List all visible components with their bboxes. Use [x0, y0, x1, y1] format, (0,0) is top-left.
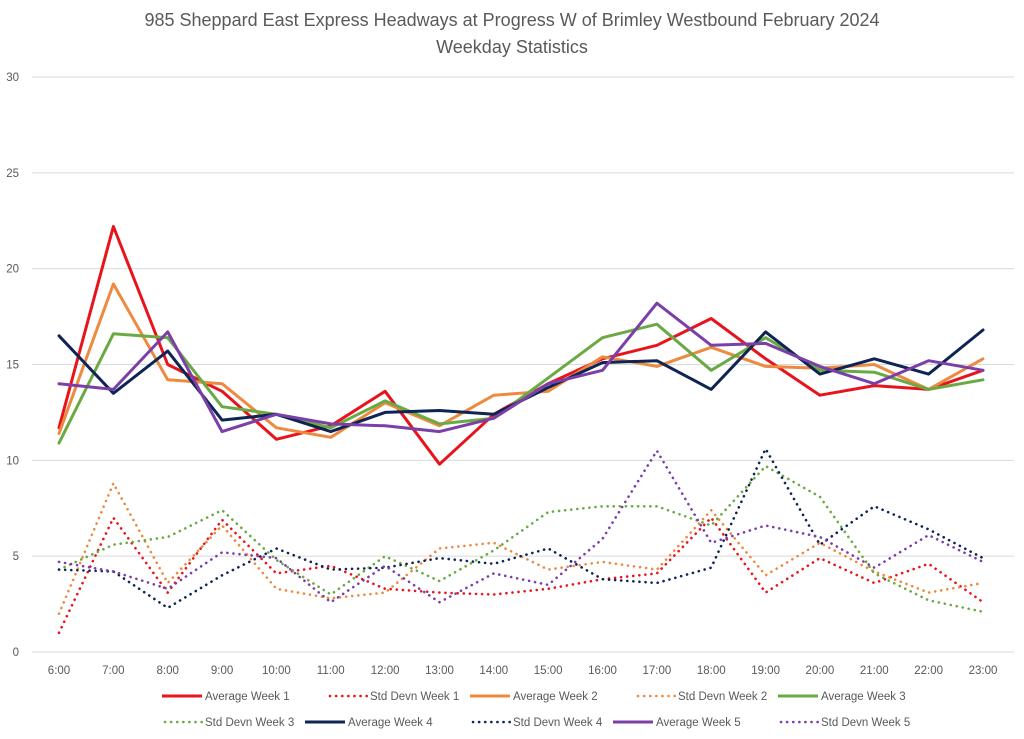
gridlines	[32, 76, 1014, 653]
series-std-devn-week-3	[57, 464, 985, 614]
y-axis-ticks: 0 5 10 15 20 25 30	[6, 72, 19, 659]
x-tick-label: 16:00	[588, 665, 617, 677]
legend-item: Average Week 5	[613, 717, 741, 729]
legend-item: Std Devn Week 5	[779, 717, 910, 729]
legend-label: Std Devn Week 3	[205, 717, 294, 729]
legend-label: Average Week 3	[821, 691, 906, 703]
series-average-week-1	[57, 225, 985, 466]
x-tick-label: 17:00	[642, 665, 671, 677]
series-std-devn-week-4	[57, 447, 985, 610]
x-tick-label: 10:00	[262, 665, 291, 677]
legend-label: Std Devn Week 5	[821, 717, 910, 729]
y-tick-label: 5	[13, 551, 19, 563]
legend-item: Std Devn Week 4	[471, 717, 603, 729]
x-tick-label: 8:00	[157, 665, 179, 677]
legend-label: Average Week 1	[205, 691, 290, 703]
legend-item: Average Week 4	[305, 717, 433, 729]
legend-label: Std Devn Week 1	[370, 691, 459, 703]
y-tick-label: 10	[6, 455, 19, 467]
x-tick-label: 7:00	[102, 665, 124, 677]
x-axis-ticks: 6:00 7:00 8:00 9:00 10:00 11:00 12:00 13:00 14:0…	[48, 665, 998, 677]
y-tick-label: 25	[6, 168, 19, 180]
x-tick-label: 15:00	[534, 665, 563, 677]
legend-item: Std Devn Week 3	[163, 717, 294, 729]
chart-subtitle: Weekday Statistics	[436, 37, 588, 57]
series-std-devn-week-5	[57, 449, 985, 604]
series-average-week-2	[57, 282, 985, 439]
x-tick-label: 11:00	[317, 665, 345, 677]
y-tick-label: 0	[13, 647, 19, 659]
legend-label: Average Week 4	[348, 717, 433, 729]
x-tick-label: 9:00	[211, 665, 233, 677]
legend-item: Average Week 2	[470, 691, 598, 703]
x-tick-label: 21:00	[860, 665, 889, 677]
y-tick-label: 20	[6, 264, 19, 276]
x-tick-label: 19:00	[751, 665, 780, 677]
x-tick-label: 23:00	[969, 665, 998, 677]
y-tick-label: 30	[6, 72, 19, 84]
legend-label: Std Devn Week 2	[678, 691, 767, 703]
chart-title: 985 Sheppard East Express Headways at Pr…	[144, 10, 879, 30]
legend-label: Average Week 5	[656, 717, 741, 729]
legend-item: Std Devn Week 2	[636, 691, 767, 703]
x-tick-label: 18:00	[697, 665, 726, 677]
legend-label: Std Devn Week 4	[513, 717, 603, 729]
series-std-devn-week-2	[57, 481, 985, 616]
x-tick-label: 13:00	[425, 665, 454, 677]
x-tick-label: 14:00	[479, 665, 508, 677]
x-tick-label: 6:00	[48, 665, 70, 677]
x-tick-label: 22:00	[914, 665, 943, 677]
series-average-week-5	[57, 301, 985, 434]
y-tick-label: 15	[6, 360, 19, 372]
legend-item: Average Week 1	[162, 691, 290, 703]
series-std-devn-week-1	[57, 516, 985, 635]
legend-label: Average Week 2	[513, 691, 598, 703]
legend-item: Average Week 3	[778, 691, 906, 703]
legend-item: Std Devn Week 1	[328, 691, 459, 703]
series-lines	[57, 225, 985, 635]
x-tick-label: 20:00	[806, 665, 835, 677]
legend: Average Week 1 Std Devn Week 1 Average Wee…	[162, 691, 910, 729]
x-tick-label: 12:00	[371, 665, 400, 677]
